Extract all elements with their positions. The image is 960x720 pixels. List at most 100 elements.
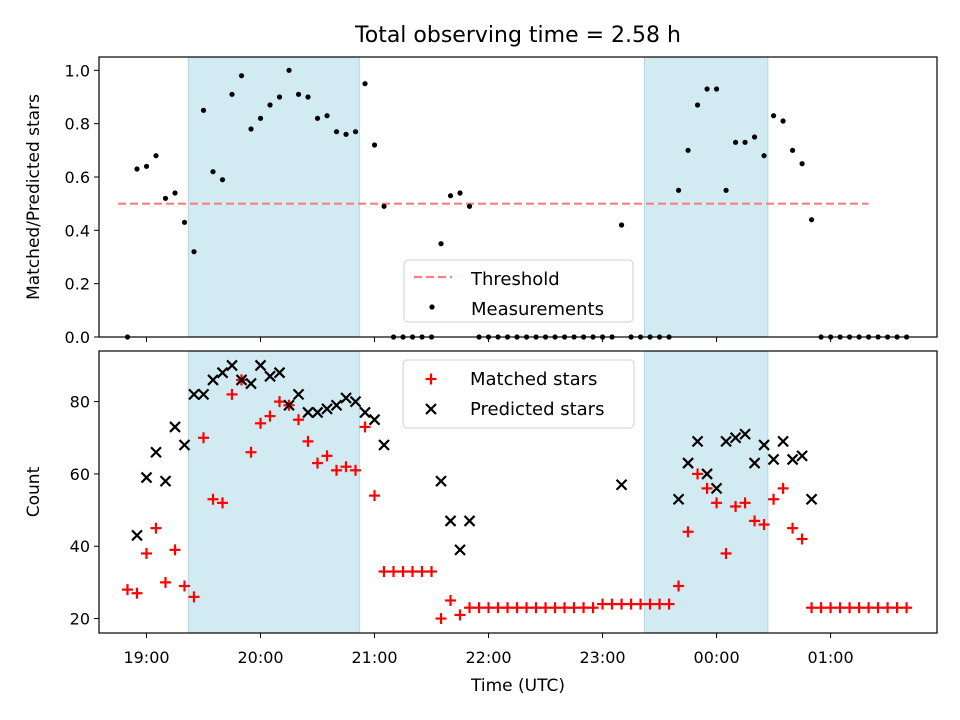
measurement-point bbox=[181, 219, 188, 225]
predicted-star-marker bbox=[140, 471, 153, 484]
predicted-star-marker bbox=[682, 457, 694, 469]
matched-star-marker bbox=[853, 602, 865, 614]
predicted-star-marker bbox=[444, 515, 457, 527]
matched-star-marker bbox=[692, 468, 704, 480]
legend-matched-swatch bbox=[425, 373, 437, 385]
matched-star-marker bbox=[796, 533, 808, 545]
matched-star-marker bbox=[369, 490, 381, 502]
matched-star-marker bbox=[587, 602, 599, 614]
measurement-point bbox=[343, 131, 349, 137]
y-axis-label: Count bbox=[24, 466, 44, 517]
matched-star-marker bbox=[635, 598, 647, 610]
matched-star-marker bbox=[350, 464, 362, 476]
matched-star-marker bbox=[521, 602, 533, 614]
axes-frame bbox=[98, 350, 938, 634]
bottom-panel: 20 40 60 80 19:00 20:00 21:00 22:00 23:00 00:00 01… bbox=[24, 350, 938, 667]
measurement-point bbox=[305, 94, 311, 100]
measurement-point bbox=[229, 91, 235, 97]
axes-frame bbox=[98, 56, 938, 338]
matched-star-marker bbox=[568, 602, 580, 614]
matched-star-marker bbox=[502, 602, 514, 614]
predicted-star-marker bbox=[378, 439, 390, 451]
measurement-point bbox=[162, 195, 169, 201]
matched-star-marker bbox=[806, 602, 818, 614]
matched-star-marker bbox=[378, 566, 390, 578]
matched-star-marker bbox=[255, 417, 267, 429]
matched-star-marker bbox=[540, 602, 552, 614]
measurement-point bbox=[694, 102, 701, 108]
y-tick-label: 1.0 bbox=[65, 61, 90, 80]
measurement-point bbox=[191, 249, 197, 255]
predicted-star-marker bbox=[283, 399, 295, 412]
measurement-point bbox=[352, 129, 359, 135]
predicted-star-marker bbox=[739, 428, 751, 440]
matched-star-marker bbox=[188, 591, 200, 603]
shaded-interval bbox=[187, 56, 360, 338]
matched-star-marker bbox=[644, 598, 656, 610]
matched-star-marker bbox=[207, 493, 219, 505]
measurement-point bbox=[751, 134, 758, 140]
x-tick-label: 01:00 bbox=[808, 648, 854, 667]
matched-star-marker bbox=[625, 598, 637, 610]
predicted-star-marker bbox=[226, 359, 238, 372]
predicted-star-marker bbox=[207, 374, 219, 386]
matched-star-marker bbox=[549, 602, 561, 614]
legend: Matched stars Predicted stars bbox=[402, 359, 635, 429]
matched-star-marker bbox=[682, 526, 694, 538]
matched-star-marker bbox=[131, 587, 143, 599]
predicted-star-marker bbox=[150, 446, 162, 459]
measurement-point bbox=[808, 217, 815, 223]
matched-star-marker bbox=[454, 609, 466, 621]
matched-star-marker bbox=[758, 519, 770, 531]
measurement-point bbox=[219, 177, 226, 183]
matched-star-marker bbox=[578, 602, 590, 614]
x-tick-label: 21:00 bbox=[351, 648, 397, 667]
matched-star-marker bbox=[616, 598, 628, 610]
predicted-star-marker bbox=[188, 388, 200, 401]
legend-measurement-swatch bbox=[429, 304, 435, 310]
matched-star-marker bbox=[701, 482, 713, 494]
predicted-star-marker bbox=[178, 439, 191, 451]
matched-star-marker bbox=[663, 598, 675, 610]
matched-star-marker bbox=[863, 602, 875, 614]
legend-label: Threshold bbox=[470, 269, 560, 290]
predicted-star-marker bbox=[435, 475, 447, 487]
matched-star-marker bbox=[768, 493, 780, 505]
matched-star-marker bbox=[730, 500, 742, 512]
matched-star-marker bbox=[597, 598, 609, 610]
matched-star-marker bbox=[160, 576, 172, 588]
predicted-star-marker bbox=[273, 366, 286, 379]
predicted-star-marker bbox=[330, 399, 343, 412]
predicted-star-marker bbox=[796, 450, 808, 462]
measurement-point bbox=[153, 153, 159, 159]
matched-star-marker bbox=[359, 421, 371, 433]
matched-star-marker bbox=[673, 580, 685, 592]
predicted-star-marker bbox=[805, 493, 818, 506]
measurement-point bbox=[780, 118, 786, 124]
predicted-star-marker bbox=[615, 478, 628, 491]
matched-star-marker bbox=[302, 435, 314, 447]
matched-star-marker bbox=[815, 602, 827, 614]
matched-star-marker bbox=[492, 602, 504, 614]
y-tick-label: 0.8 bbox=[65, 115, 90, 134]
matched-star-marker bbox=[559, 602, 571, 614]
predicted-star-marker bbox=[463, 515, 476, 527]
measurement-point bbox=[257, 115, 264, 121]
predicted-star-marker bbox=[311, 406, 324, 419]
predicted-star-marker bbox=[169, 421, 181, 433]
matched-star-marker bbox=[217, 497, 229, 509]
measurement-point bbox=[333, 129, 340, 135]
measurement-point bbox=[248, 126, 254, 132]
matched-star-marker bbox=[312, 457, 324, 469]
legend-box bbox=[403, 259, 634, 323]
measurement-point bbox=[770, 113, 777, 119]
measurement-point bbox=[238, 73, 245, 79]
measurement-point bbox=[742, 139, 748, 145]
predicted-star-marker bbox=[454, 544, 466, 556]
matched-star-marker bbox=[407, 566, 419, 578]
predicted-star-marker bbox=[340, 392, 352, 404]
legend-label: Matched stars bbox=[470, 369, 597, 390]
matched-star-marker bbox=[226, 388, 238, 400]
matched-star-marker bbox=[777, 482, 789, 494]
matched-star-marker bbox=[331, 464, 343, 476]
